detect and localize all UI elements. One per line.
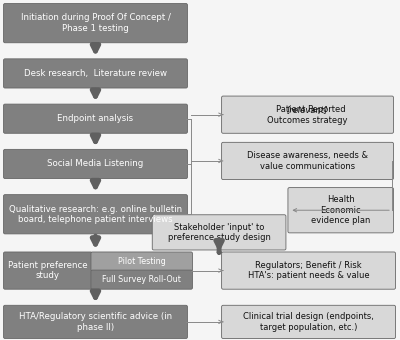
FancyBboxPatch shape xyxy=(288,188,394,233)
Text: Health
Economic
evidence plan: Health Economic evidence plan xyxy=(311,195,370,225)
FancyBboxPatch shape xyxy=(222,252,396,289)
FancyBboxPatch shape xyxy=(4,252,92,289)
FancyBboxPatch shape xyxy=(4,3,188,43)
FancyBboxPatch shape xyxy=(4,149,188,178)
Text: Patient preference
study: Patient preference study xyxy=(8,261,88,280)
Text: Pilot Testing: Pilot Testing xyxy=(118,257,166,266)
FancyBboxPatch shape xyxy=(222,305,396,339)
FancyBboxPatch shape xyxy=(152,215,286,250)
Text: [relevant]: [relevant] xyxy=(287,105,328,114)
FancyBboxPatch shape xyxy=(91,252,192,271)
Text: Patient: Patient xyxy=(276,105,308,114)
Text: Outcomes strategy: Outcomes strategy xyxy=(267,116,348,125)
Text: Qualitative research: e.g. online bulletin
board, telephone patient interviews: Qualitative research: e.g. online bullet… xyxy=(9,205,182,224)
Text: Initiation during Proof Of Concept /
Phase 1 testing: Initiation during Proof Of Concept / Pha… xyxy=(20,14,170,33)
Text: HTA/Regulatory scientific advice (in
phase II): HTA/Regulatory scientific advice (in pha… xyxy=(19,312,172,332)
Text: Regulators; Benefit / Risk
HTA's: patient needs & value: Regulators; Benefit / Risk HTA's: patien… xyxy=(248,261,369,280)
Text: Endpoint analysis: Endpoint analysis xyxy=(58,114,134,123)
Text: Social Media Listening: Social Media Listening xyxy=(47,159,144,168)
FancyBboxPatch shape xyxy=(4,104,188,133)
FancyBboxPatch shape xyxy=(222,96,394,133)
Text: Reported: Reported xyxy=(308,105,346,114)
Text: Full Survey Roll-Out: Full Survey Roll-Out xyxy=(102,275,181,284)
Text: Disease awareness, needs &
value communications: Disease awareness, needs & value communi… xyxy=(247,151,368,171)
FancyBboxPatch shape xyxy=(222,142,394,180)
Text: Stakeholder 'input' to
preference study design: Stakeholder 'input' to preference study … xyxy=(168,223,270,242)
Text: Desk research,  Literature review: Desk research, Literature review xyxy=(24,69,167,78)
Text: Clinical trial design (endpoints,
target population, etc.): Clinical trial design (endpoints, target… xyxy=(243,312,374,332)
FancyBboxPatch shape xyxy=(4,59,188,88)
FancyBboxPatch shape xyxy=(91,270,192,289)
FancyBboxPatch shape xyxy=(4,194,188,234)
FancyBboxPatch shape xyxy=(4,305,188,339)
